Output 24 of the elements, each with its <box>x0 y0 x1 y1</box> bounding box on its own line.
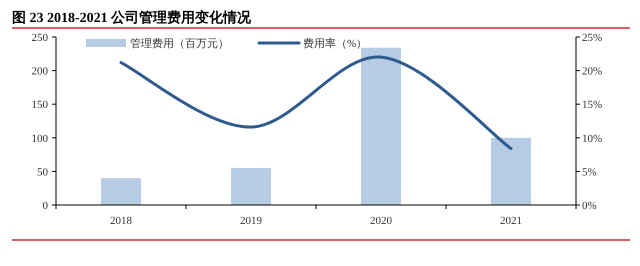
line-series <box>120 56 512 150</box>
y-tick-label: 50 <box>37 166 48 178</box>
bar <box>231 168 271 205</box>
y2-tick-label: 5% <box>582 166 597 178</box>
y2-tick-label: 25% <box>582 32 602 44</box>
y2-tick-label: 10% <box>582 132 602 145</box>
bar <box>491 138 531 205</box>
y-tick-label: 0 <box>42 200 48 212</box>
chart-title: 图 23 2018-2021 公司管理费用变化情况 <box>12 9 252 26</box>
legend-label: 费用率（%） <box>303 37 368 50</box>
bar <box>361 48 401 205</box>
y-tick-label: 250 <box>32 32 48 44</box>
x-tick-label: 2021 <box>500 215 522 227</box>
x-tick-label: 2019 <box>240 215 262 227</box>
y2-tick-label: 20% <box>582 66 602 78</box>
x-tick-label: 2020 <box>370 215 392 227</box>
y2-tick-label: 15% <box>582 99 602 112</box>
x-tick-label: 2018 <box>110 215 132 227</box>
y-tick-label: 100 <box>32 132 48 145</box>
legend-label: 管理费用（百万元） <box>130 37 229 50</box>
bar <box>101 178 141 205</box>
y2-tick-label: 0% <box>582 200 597 212</box>
y-tick-label: 150 <box>32 99 48 112</box>
y-tick-label: 200 <box>32 66 48 78</box>
